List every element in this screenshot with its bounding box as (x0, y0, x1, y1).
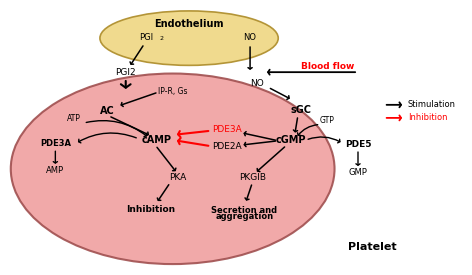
Text: Stimulation: Stimulation (408, 100, 456, 109)
Text: AC: AC (100, 106, 114, 116)
Text: 2: 2 (159, 37, 163, 42)
Text: PGI2: PGI2 (116, 68, 136, 77)
Text: Endothelium: Endothelium (154, 19, 224, 29)
Text: PDE3A: PDE3A (212, 125, 242, 134)
Text: Inhibition: Inhibition (408, 113, 447, 122)
Text: cAMP: cAMP (141, 135, 171, 145)
Text: PGI: PGI (139, 33, 153, 42)
Ellipse shape (11, 73, 335, 264)
Text: PDE3A: PDE3A (40, 139, 71, 148)
Text: Secretion and: Secretion and (211, 206, 278, 215)
Text: NO: NO (250, 79, 264, 88)
Text: PDE5: PDE5 (345, 140, 371, 149)
Text: PDE2A: PDE2A (212, 142, 242, 151)
Text: Inhibition: Inhibition (126, 205, 175, 214)
Text: cGMP: cGMP (276, 135, 307, 145)
Text: AMP: AMP (46, 166, 64, 175)
Ellipse shape (100, 11, 278, 65)
Text: PKGIB: PKGIB (239, 173, 266, 182)
Text: GMP: GMP (348, 168, 367, 177)
Text: Blood flow: Blood flow (301, 62, 354, 71)
Text: NO: NO (244, 33, 257, 42)
Text: GTP: GTP (320, 116, 335, 125)
Text: sGC: sGC (290, 105, 311, 115)
Text: PKA: PKA (169, 173, 186, 182)
Text: ATP: ATP (67, 114, 81, 123)
Text: aggregation: aggregation (215, 213, 273, 221)
Text: Platelet: Platelet (348, 242, 396, 252)
Text: IP-R, Gs: IP-R, Gs (158, 87, 187, 96)
